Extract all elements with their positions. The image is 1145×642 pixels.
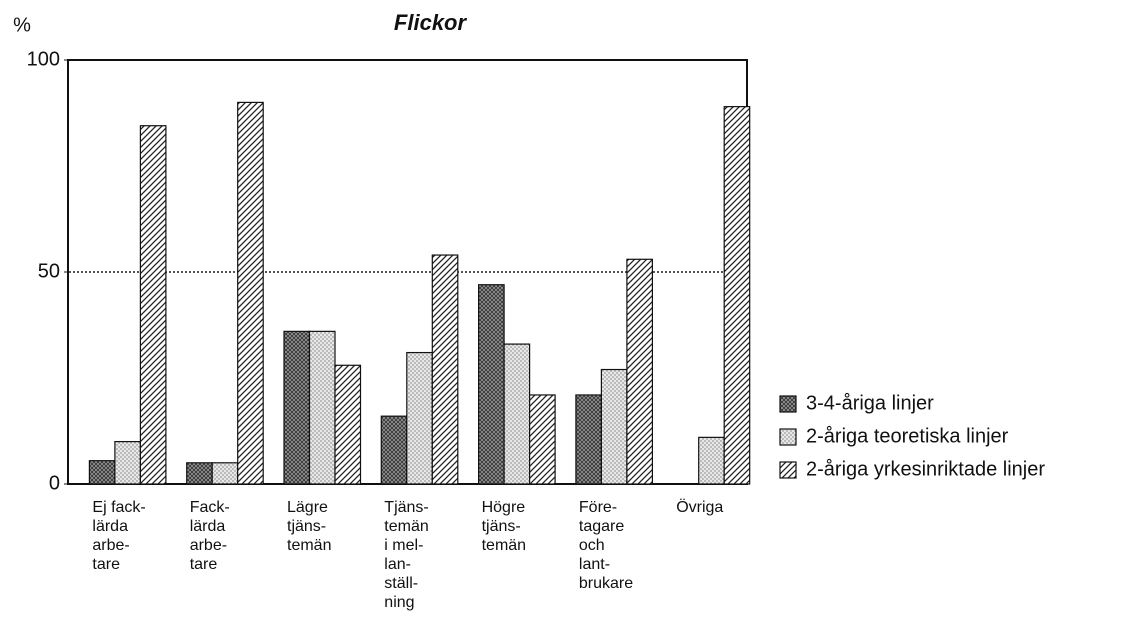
bar xyxy=(211,462,239,485)
x-tick-label: Lägre tjäns- temän xyxy=(287,499,332,554)
bar xyxy=(334,364,362,485)
x-tick-label: Före- tagare och lant- brukare xyxy=(578,499,634,592)
x-tick-label: Högre tjäns- temän xyxy=(481,499,527,554)
x-tick-label: Övriga xyxy=(676,499,724,516)
bar xyxy=(88,460,116,485)
legend-label: 3-4-åriga linjer xyxy=(806,392,934,414)
y-axis-label: % xyxy=(13,14,31,36)
x-tick-label: Tjäns- temän i mel- lan- ställ- ning xyxy=(384,499,429,611)
bar xyxy=(380,415,408,485)
legend-swatch xyxy=(779,395,797,413)
chart-title: Flickor xyxy=(394,10,468,35)
bar xyxy=(600,368,628,485)
x-tick-label: Ej fack- lärda arbe- tare xyxy=(92,499,146,573)
bar xyxy=(626,258,654,485)
bar xyxy=(723,106,751,485)
bar xyxy=(308,330,336,485)
bar xyxy=(698,436,725,485)
bar xyxy=(478,284,505,485)
bar xyxy=(575,394,603,485)
x-tick-label: Fack- lärda arbe- tare xyxy=(189,499,230,573)
legend-swatch xyxy=(779,428,797,446)
bar xyxy=(237,101,264,485)
bar xyxy=(139,125,167,485)
bar xyxy=(406,351,433,485)
y-tick-label: 0 xyxy=(49,472,60,494)
bar xyxy=(186,462,213,485)
bar xyxy=(114,441,142,485)
legend-swatch xyxy=(779,461,797,479)
bar xyxy=(283,330,311,485)
bar xyxy=(528,394,556,485)
y-tick-label: 100 xyxy=(27,48,60,70)
y-tick-label: 50 xyxy=(38,260,60,282)
bar xyxy=(431,254,459,485)
legend-label: 2-åriga yrkesinriktade linjer xyxy=(806,458,1045,480)
legend-label: 2-åriga teoretiska linjer xyxy=(806,425,1009,447)
bar xyxy=(503,343,531,485)
